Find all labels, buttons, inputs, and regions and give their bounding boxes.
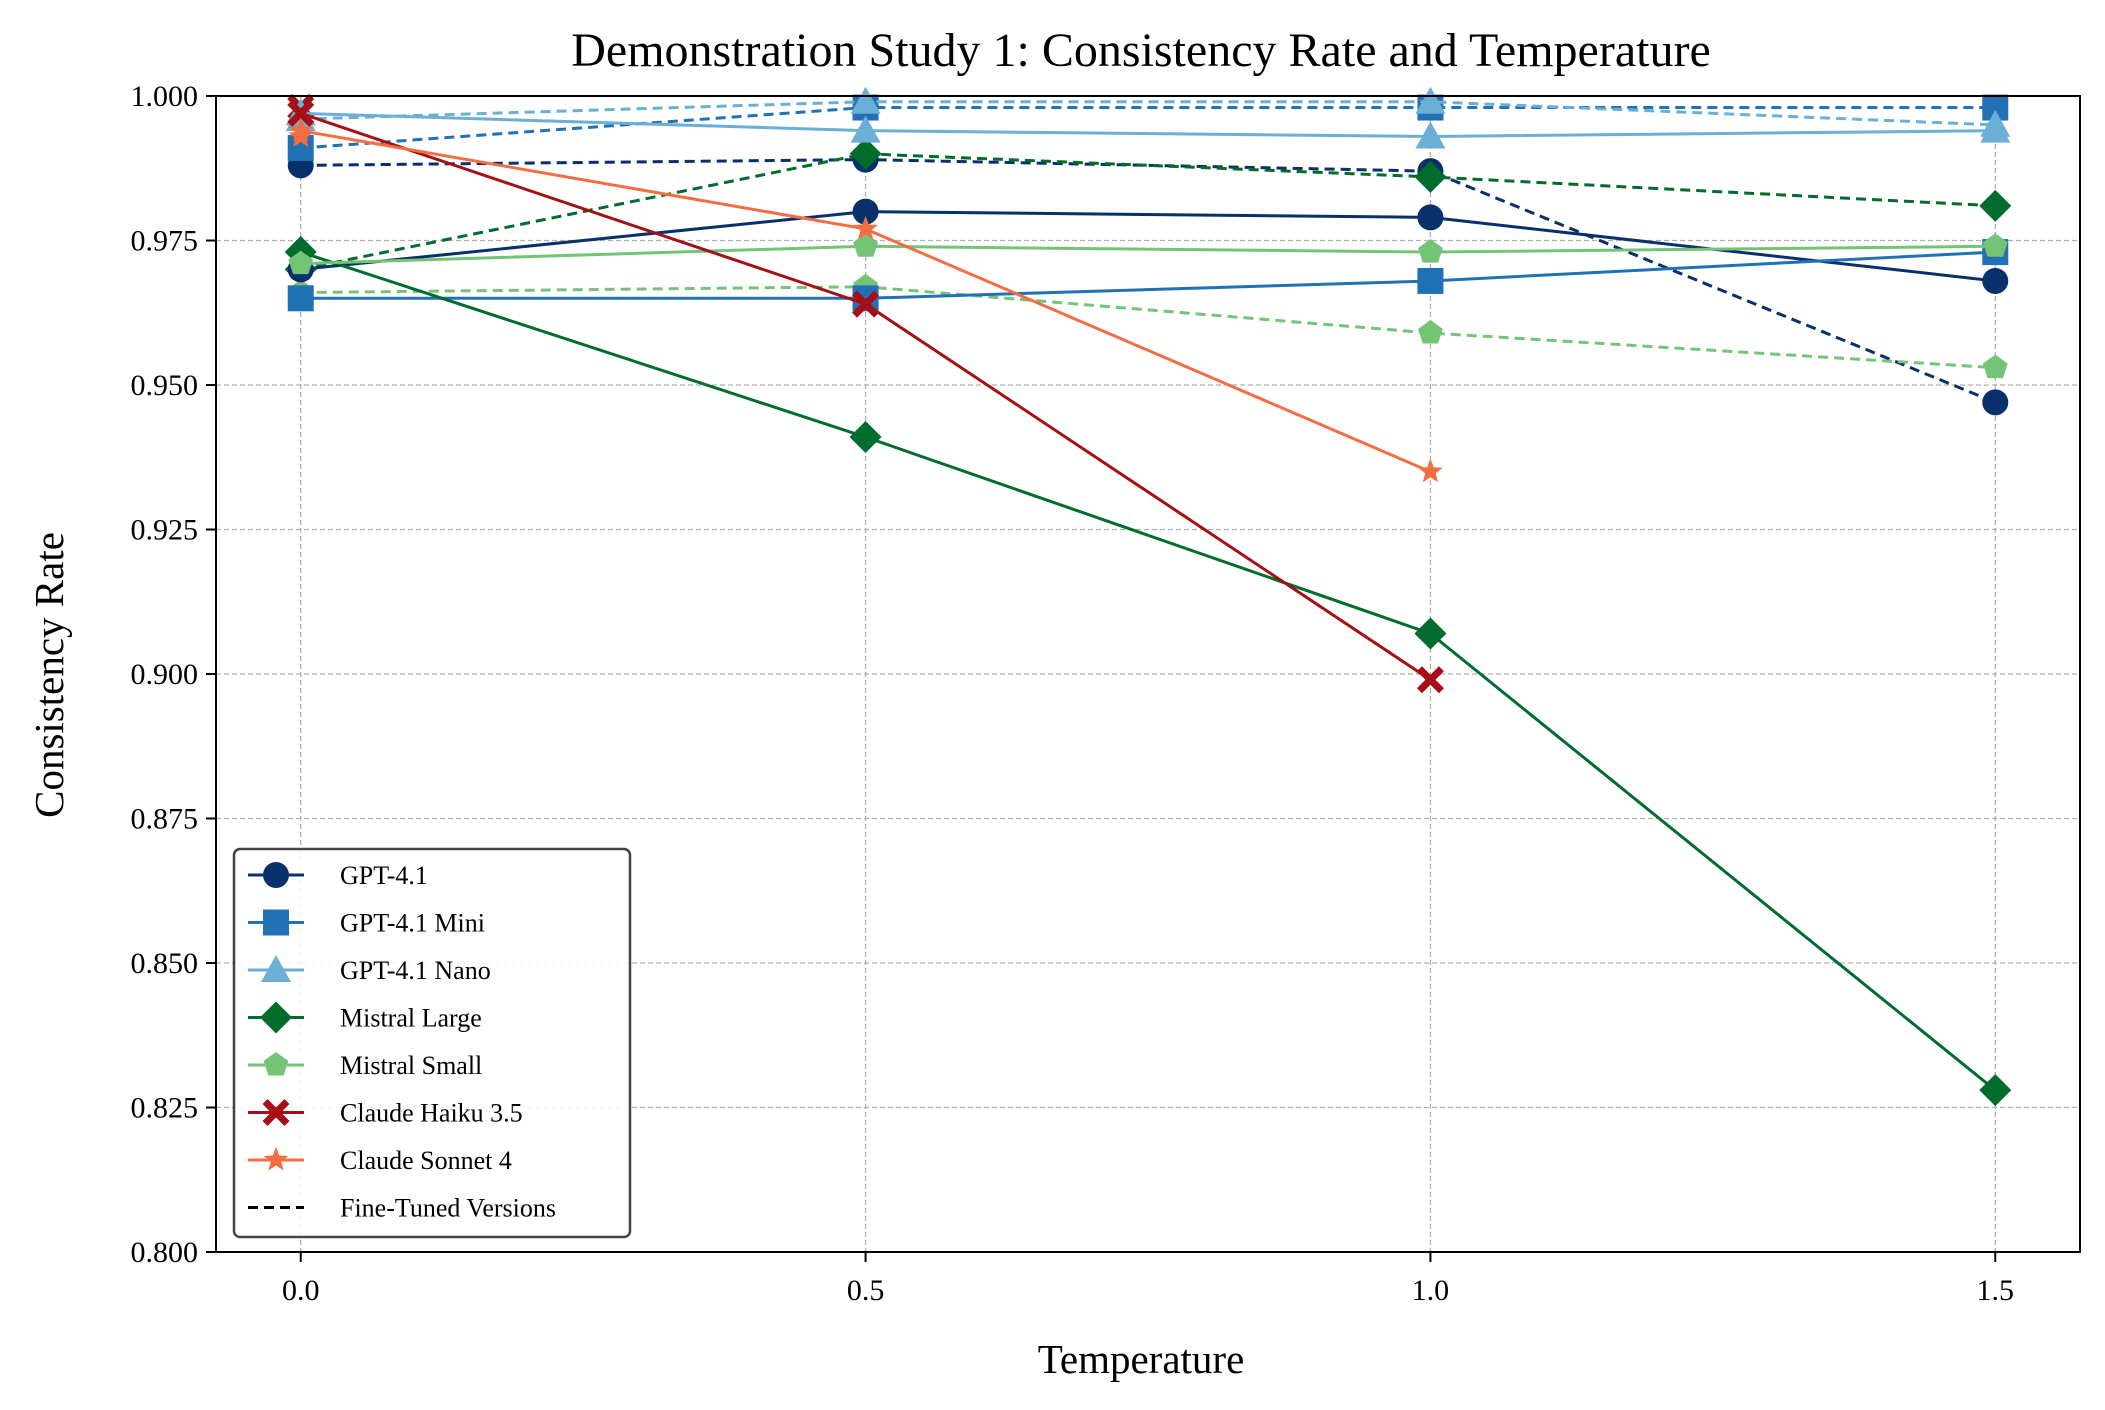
data-point-gpt-4-1	[852, 198, 879, 225]
series-fine-tuned-7	[287, 146, 2009, 416]
series-claude-sonnet-4	[288, 117, 1443, 483]
x-axis-label: Temperature	[1038, 1336, 1245, 1382]
data-point-gpt-4-1-nano	[1415, 121, 1446, 149]
series-mistral-small	[288, 233, 2008, 275]
legend-item-mistral-small: Mistral Small	[248, 1051, 482, 1080]
legend-marker	[262, 1099, 290, 1126]
legend-label: Claude Haiku 3.5	[340, 1099, 523, 1128]
legend-label: Claude Sonnet 4	[340, 1146, 512, 1175]
legend-box	[232, 847, 632, 1239]
series-fine-tuned-8	[287, 94, 2009, 162]
legend-item-mistral-large: Mistral Large	[248, 1001, 482, 1034]
legend-marker	[263, 862, 289, 888]
legend-item-claude-haiku-3-5: Claude Haiku 3.5	[248, 1099, 523, 1128]
data-point-mistral-small	[853, 233, 878, 257]
y-tick-label: 0.800	[131, 1236, 199, 1269]
legend-item-claude-sonnet-4: Claude Sonnet 4	[248, 1146, 512, 1175]
y-tick-label: 0.825	[131, 1092, 199, 1125]
series-line-gpt-4-1-nano	[300, 111, 1996, 138]
data-point-fine-tuned-10	[1979, 189, 2012, 222]
x-tick-label: 0.0	[282, 1274, 320, 1307]
series-claude-haiku-3-5	[287, 99, 1444, 694]
series-line-fine-tuned-10	[300, 152, 1996, 271]
data-point-gpt-4-1-nano	[1980, 115, 2011, 143]
series-line-fine-tuned-7	[300, 158, 1996, 404]
data-point-gpt-4-1	[1417, 204, 1444, 231]
data-point-claude-haiku-3-5	[287, 99, 315, 127]
y-tick-label: 0.925	[131, 514, 199, 547]
data-point-fine-tuned-11	[1982, 354, 2008, 379]
data-point-fine-tuned-9	[850, 86, 881, 114]
y-tick-label: 0.850	[131, 947, 199, 980]
data-point-gpt-4-1-mini	[287, 285, 314, 312]
series-gpt-4-1-nano	[285, 98, 2011, 149]
legend: GPT-4.1 GPT-4.1 Mini GPT-4.1 Nano Mistral L…	[232, 847, 632, 1239]
data-point-mistral-small	[288, 250, 314, 275]
data-point-gpt-4-1	[1982, 267, 2009, 294]
data-point-fine-tuned-7	[1982, 389, 2009, 416]
series-layer	[284, 86, 2012, 1107]
legend-marker	[260, 1001, 292, 1034]
data-point-claude-sonnet-4	[288, 117, 314, 142]
data-point-mistral-large	[1979, 1074, 2012, 1107]
y-tick-label: 0.975	[131, 225, 199, 258]
data-point-fine-tuned-10	[849, 137, 882, 170]
data-point-gpt-4-1-mini	[1417, 267, 1444, 294]
legend-label: GPT-4.1 Mini	[340, 909, 485, 938]
series-line-fine-tuned-8	[300, 106, 1996, 150]
data-point-claude-sonnet-4	[853, 215, 878, 240]
legend-marker	[263, 909, 289, 936]
x-tick-label: 0.5	[847, 1274, 885, 1307]
axes-layer: 0.800 0.825 0.850 0.875 0.900 0.925 0.950 0.975…	[131, 80, 2081, 1307]
legend-marker	[263, 1147, 289, 1171]
data-point-fine-tuned-9	[1415, 86, 1446, 114]
series-line-mistral-small	[300, 244, 1996, 266]
data-point-gpt-4-1-nano	[850, 115, 881, 143]
series-line-gpt-4-1	[300, 210, 1996, 283]
series-line-gpt-4-1-mini	[300, 250, 1996, 300]
plot-frame	[215, 95, 2081, 1253]
legend-label: Mistral Small	[340, 1051, 482, 1080]
legend-marker	[263, 1052, 289, 1076]
data-point-fine-tuned-10	[1414, 160, 1447, 193]
data-point-claude-sonnet-4	[1418, 458, 1443, 483]
data-point-claude-haiku-3-5	[1416, 666, 1444, 694]
series-line-fine-tuned-11	[300, 285, 1996, 370]
legend-marker	[261, 955, 291, 982]
x-tick-label: 1.5	[1977, 1274, 2015, 1307]
legend-item-fine-tuned-versions: Fine-Tuned Versions	[248, 1194, 556, 1223]
y-tick-label: 0.950	[131, 369, 199, 402]
legend-item-gpt-4-1-nano: GPT-4.1 Nano	[248, 955, 491, 985]
data-point-mistral-small	[1418, 239, 1443, 263]
y-tick-label: 0.900	[131, 658, 199, 691]
y-tick-label: 0.875	[131, 803, 199, 836]
chart-title: Demonstration Study 1: Consistency Rate …	[571, 24, 1711, 77]
y-axis-label: Consistency Rate	[26, 532, 72, 818]
data-point-claude-haiku-3-5	[852, 290, 880, 318]
legend-label: GPT-4.1 Nano	[340, 956, 491, 985]
y-tick-label: 1.000	[131, 80, 199, 113]
legend-item-gpt-4-1: GPT-4.1	[248, 861, 428, 890]
legend-label: Fine-Tuned Versions	[340, 1194, 556, 1223]
series-line-mistral-large	[300, 250, 1997, 1092]
series-gpt-4-1	[287, 198, 2009, 294]
data-point-mistral-large	[1414, 617, 1447, 650]
data-point-fine-tuned-11	[1418, 319, 1443, 344]
data-point-mistral-small	[1982, 233, 2008, 257]
legend-item-gpt-4-1-mini: GPT-4.1 Mini	[248, 909, 485, 938]
data-point-mistral-large	[849, 421, 882, 454]
x-tick-label: 1.0	[1412, 1274, 1450, 1307]
legend-label: Mistral Large	[340, 1004, 482, 1033]
legend-label: GPT-4.1	[340, 861, 428, 890]
series-line-fine-tuned-9	[300, 100, 1996, 127]
